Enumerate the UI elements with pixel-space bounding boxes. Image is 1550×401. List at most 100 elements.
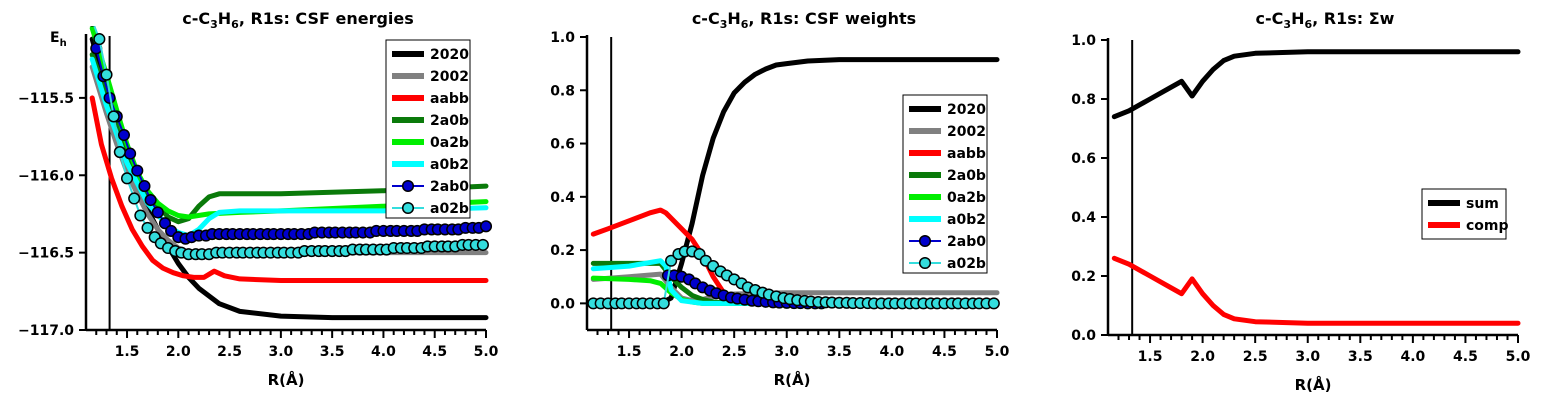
x-tick-label: 3.5	[1348, 349, 1373, 365]
data-point-a02b	[93, 33, 106, 46]
y-tick-label: 0.6	[1071, 151, 1096, 167]
x-tick-label: 3.0	[1295, 349, 1320, 365]
legend-item-2a0b: 2a0b	[392, 113, 469, 129]
legend-item-0a2b: 0a2b	[909, 190, 986, 206]
title-part: 3	[210, 18, 218, 31]
legend: sum comp	[1421, 188, 1509, 240]
legend-label-aabb: aabb	[947, 146, 986, 162]
data-point-2ab0	[138, 180, 151, 193]
y-label-sub: h	[60, 38, 67, 49]
series-aabb	[89, 95, 489, 283]
title-part: 3	[720, 18, 728, 31]
y-tick-label: 0.0	[1071, 328, 1096, 344]
chart-panel-2: c-C3H6, R1s: CSF weights 1.5 2.0 2.5 3.0 3.5 4…	[550, 9, 1009, 389]
title-part: H	[218, 9, 231, 28]
x-tick-label: 4.0	[371, 344, 396, 360]
data-point-2ab0	[144, 193, 157, 207]
legend-label-aabb: aabb	[430, 91, 469, 107]
x-tick-label: 3.5	[320, 344, 345, 360]
title-part: , R1s: CSF weights	[748, 9, 916, 28]
data-point-a02b	[476, 238, 489, 251]
legend-label-comp: comp	[1466, 218, 1509, 234]
legend-item-sum: sum	[1428, 196, 1499, 212]
x-axis-label: R(Å)	[268, 370, 305, 389]
x-tick-label: 4.0	[879, 344, 904, 360]
legend-label-2002: 2002	[947, 124, 986, 140]
legend-frame	[902, 94, 988, 274]
title-part: , R1s: CSF energies	[239, 9, 414, 28]
x-tick-label: 1.5	[617, 344, 642, 360]
title-part: 3	[1283, 18, 1291, 31]
legend-label-0a2b: 0a2b	[947, 190, 986, 206]
legend-label-2ab0: 2ab0	[947, 234, 986, 250]
legend-label-2a0b: 2a0b	[947, 168, 986, 184]
title-part: , R1s: Σw	[1312, 9, 1395, 28]
legend-label-2002: 2002	[430, 69, 469, 85]
y-tick-label: 0.8	[1071, 92, 1096, 108]
series-2ab0	[90, 42, 493, 245]
y-tick-label: 0.4	[550, 190, 575, 206]
data-point-a02b	[107, 110, 120, 123]
x-tick-label: 4.0	[1400, 349, 1425, 365]
series-line-sum	[1111, 49, 1521, 120]
data-point-a02b	[100, 68, 113, 81]
x-tick-label: 2.5	[217, 344, 242, 360]
series-line-comp	[1111, 255, 1521, 326]
y-tick-label: 0.2	[550, 243, 575, 259]
legend-label-a02b: a02b	[947, 256, 986, 272]
legend-item-2002: 2002	[392, 69, 469, 85]
chart-panel-1: c-C3H6, R1s: CSF energies 1.5 2.0 2.5 3.0 3.5…	[18, 9, 499, 389]
legend-item-2a0b: 2a0b	[909, 168, 986, 184]
x-tick-label: 2.0	[1190, 349, 1215, 365]
legend-label-sum: sum	[1466, 196, 1499, 212]
legend-marker-2ab0	[401, 179, 415, 193]
x-tick-label: 4.5	[422, 344, 447, 360]
legend-item-a0b2: a0b2	[909, 212, 986, 228]
title-part: c-C	[1256, 9, 1284, 28]
x-tick-label: 2.5	[722, 344, 747, 360]
series-comp	[1111, 255, 1521, 326]
legend-frame	[385, 39, 471, 219]
legend-item-aabb: aabb	[909, 146, 986, 162]
chart-title: c-C3H6, R1s: CSF energies	[182, 9, 414, 31]
y-tick-label: −116.0	[18, 168, 74, 184]
title-part: H	[727, 9, 740, 28]
chart-title: c-C3H6, R1s: Σw	[1256, 9, 1395, 31]
legend-item-a0b2: a0b2	[392, 157, 469, 173]
x-tick-label: 5.0	[474, 344, 499, 360]
x-axis-label: R(Å)	[774, 370, 811, 389]
x-tick-label: 3.5	[827, 344, 852, 360]
legend-label-a0b2: a0b2	[947, 212, 986, 228]
y-tick-label: 1.0	[1071, 33, 1096, 49]
title-part: c-C	[182, 9, 210, 28]
legend-label-2020: 2020	[947, 102, 986, 118]
chart-panel-3: c-C3H6, R1s: Σw 1.5 2.0 2.5 3.0 3.5 4.0 4.5 5.0 0…	[1071, 9, 1530, 394]
legend-item-aabb: aabb	[392, 91, 469, 107]
legend-label-a02b: a02b	[430, 201, 469, 217]
data-point-a02b	[113, 146, 126, 159]
legend-item-0a2b: 0a2b	[392, 135, 469, 151]
y-tick-label: 0.2	[1071, 269, 1096, 285]
x-tick-label: 1.5	[1138, 349, 1163, 365]
data-point-a02b	[128, 192, 141, 205]
y-label-base: E	[50, 30, 60, 46]
chart-title: c-C3H6, R1s: CSF weights	[692, 9, 916, 31]
title-part: c-C	[692, 9, 720, 28]
data-point-a02b	[987, 297, 1000, 310]
y-tick-label: −117.0	[18, 323, 74, 339]
title-part: 6	[1304, 18, 1312, 31]
legend-label-0a2b: 0a2b	[430, 135, 469, 151]
legend-label-2ab0: 2ab0	[430, 179, 469, 195]
y-tick-label: 1.0	[550, 30, 575, 46]
y-tick-label: −115.5	[18, 91, 74, 107]
y-axis-label: Eh	[50, 30, 67, 49]
legend-item-2002: 2002	[909, 124, 986, 140]
legend-label-2020: 2020	[430, 47, 469, 63]
legend-item-2ab0: 2ab0	[392, 179, 469, 195]
legend-item-a02b: a02b	[392, 201, 469, 217]
legend: 2020 2002 aabb 2a0b 0a2b a0b2 2ab0 a02b	[902, 94, 988, 274]
data-point-2ab0	[479, 220, 493, 233]
data-point-a02b	[141, 221, 154, 234]
y-tick-label: 0.8	[550, 83, 575, 99]
